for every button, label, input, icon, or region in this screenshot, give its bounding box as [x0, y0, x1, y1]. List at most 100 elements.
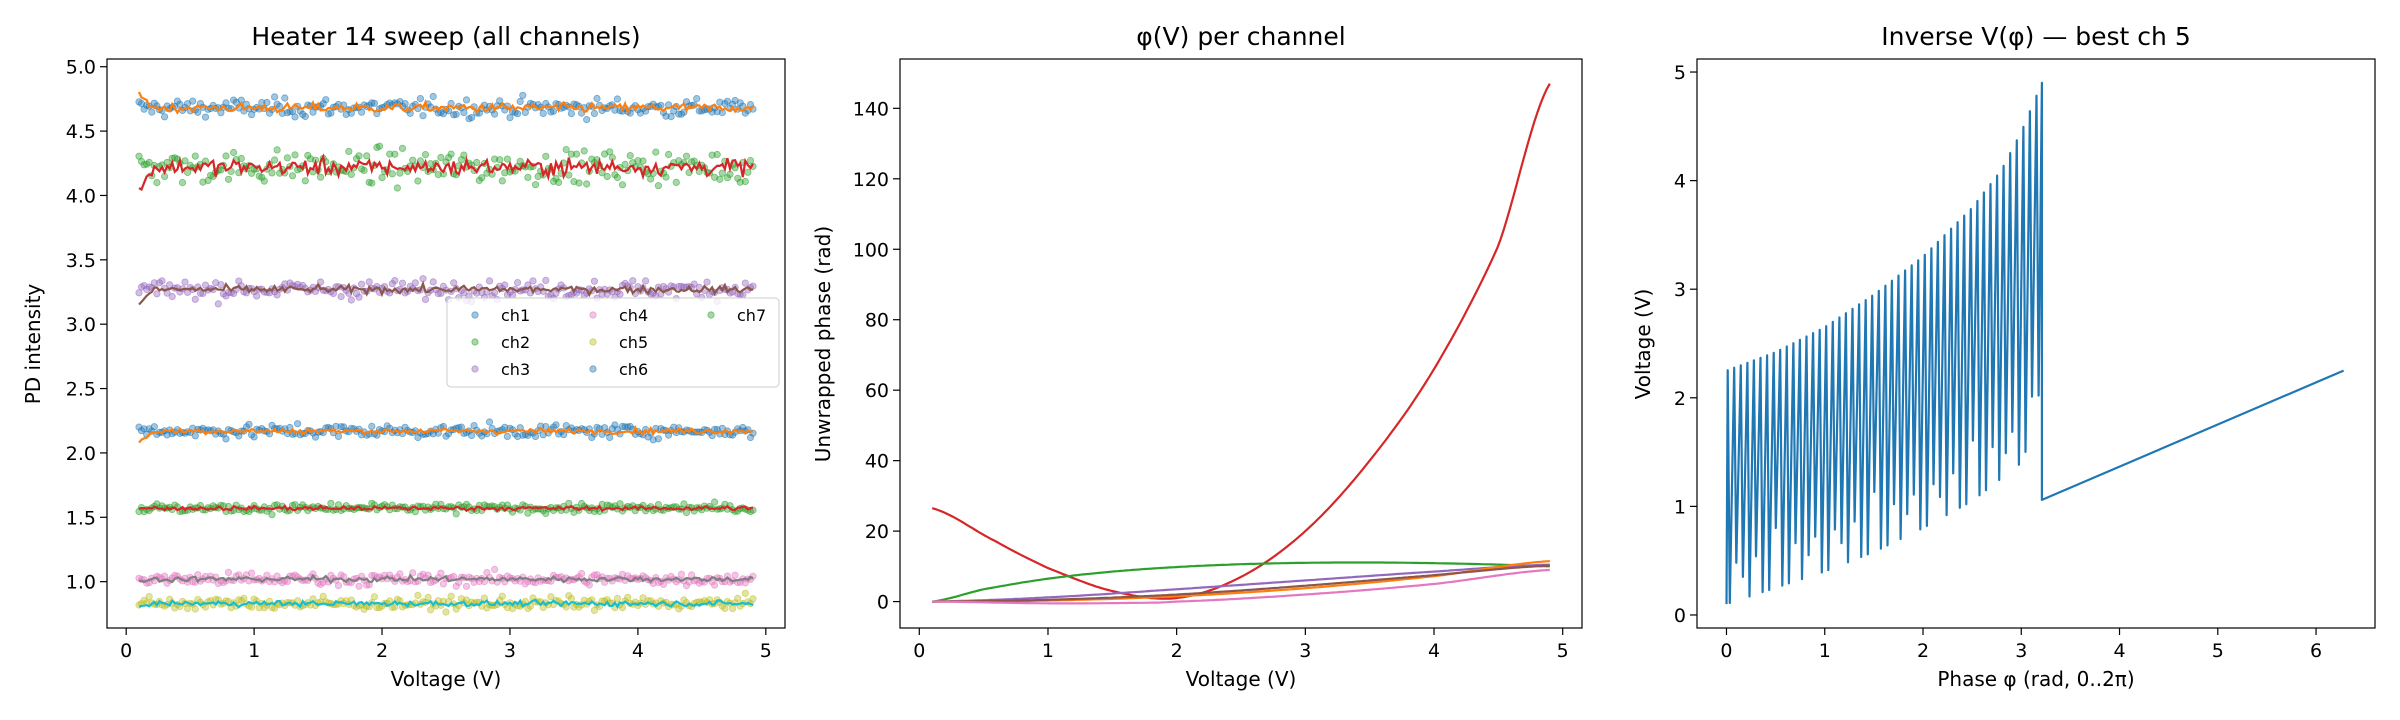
data-point	[567, 150, 576, 158]
data-point	[682, 581, 691, 590]
data-point	[710, 581, 719, 589]
x-tick-label: 0	[1720, 640, 1732, 662]
data-point	[352, 289, 361, 298]
data-point	[363, 152, 371, 160]
data-point	[386, 150, 394, 158]
data-point	[567, 594, 576, 603]
legend-marker	[471, 338, 479, 346]
series-ch3	[135, 275, 757, 308]
data-point	[741, 177, 749, 186]
data-point	[316, 278, 325, 286]
data-point	[513, 278, 522, 287]
data-point	[363, 581, 371, 589]
data-point	[552, 289, 560, 297]
data-point	[230, 148, 238, 157]
data-point	[583, 180, 591, 188]
data-point	[575, 179, 583, 187]
data-point	[150, 279, 158, 287]
data-point	[153, 179, 161, 187]
data-point	[429, 92, 437, 101]
data-point	[447, 592, 455, 600]
data-point	[237, 154, 245, 163]
data-point	[572, 150, 581, 158]
y-tick-label: 0	[877, 592, 889, 614]
x-tick-label: 2	[376, 640, 388, 662]
data-point	[693, 95, 701, 103]
data-point	[293, 420, 302, 428]
data-point	[322, 96, 330, 104]
data-point	[347, 170, 355, 178]
data-point	[718, 169, 726, 177]
data-point	[687, 158, 696, 166]
data-point	[554, 178, 563, 186]
fit-line	[138, 153, 754, 192]
x-tick-label: 5	[1557, 640, 1569, 662]
data-point	[629, 277, 637, 285]
y-tick-label: 1.0	[66, 572, 96, 594]
data-point	[337, 292, 345, 301]
data-point	[460, 289, 468, 297]
data-point	[710, 173, 719, 181]
data-point	[145, 283, 153, 291]
data-point	[516, 157, 524, 165]
data-point	[613, 95, 622, 103]
data-point	[409, 569, 417, 577]
data-point	[406, 109, 414, 117]
data-point	[434, 289, 442, 298]
data-point	[161, 113, 169, 121]
data-point	[565, 171, 573, 179]
data-point	[675, 282, 683, 291]
data-point	[513, 110, 522, 118]
y-tick-label: 1	[1674, 496, 1686, 518]
data-point	[590, 109, 599, 118]
data-point	[368, 422, 376, 430]
data-point	[639, 157, 647, 165]
data-point	[329, 289, 337, 298]
x-tick-label: 3	[1299, 640, 1311, 662]
data-point	[250, 433, 258, 441]
data-point	[731, 571, 739, 579]
x-tick-label: 1	[248, 640, 260, 662]
data-point	[593, 94, 601, 103]
data-point	[191, 605, 199, 613]
y-tick-label: 60	[865, 380, 889, 402]
y-tick-label: 2	[1674, 388, 1686, 410]
data-point	[708, 151, 716, 159]
data-point	[462, 582, 471, 590]
data-point	[501, 169, 509, 177]
panel-title: φ(V) per channel	[1136, 22, 1345, 51]
data-point	[690, 280, 698, 288]
data-point	[230, 289, 238, 298]
data-point	[288, 172, 297, 180]
data-point	[475, 176, 483, 184]
data-point	[613, 173, 622, 182]
data-point	[626, 152, 634, 160]
data-point	[547, 593, 555, 601]
data-point	[158, 277, 166, 285]
x-axis-label: Voltage (V)	[1186, 667, 1297, 691]
data-point	[398, 279, 407, 287]
data-point	[345, 147, 353, 155]
data-point	[401, 100, 409, 108]
data-point	[485, 418, 494, 426]
data-point	[616, 290, 624, 298]
data-point	[248, 169, 256, 177]
data-point	[222, 435, 230, 443]
x-tick-label: 6	[2310, 640, 2322, 662]
data-point	[224, 568, 233, 577]
y-axis-label: PD intensity	[21, 284, 45, 405]
fit-line	[138, 280, 754, 306]
y-tick-label: 80	[865, 310, 889, 332]
data-point	[506, 114, 514, 122]
legend-marker	[471, 311, 479, 319]
data-point	[664, 150, 673, 159]
data-point	[749, 282, 757, 290]
data-point	[519, 91, 527, 99]
data-point	[327, 109, 335, 117]
data-point	[145, 592, 153, 601]
data-point	[583, 116, 591, 124]
data-point	[365, 278, 373, 286]
data-point	[258, 173, 266, 181]
x-tick-label: 2	[1917, 640, 1929, 662]
